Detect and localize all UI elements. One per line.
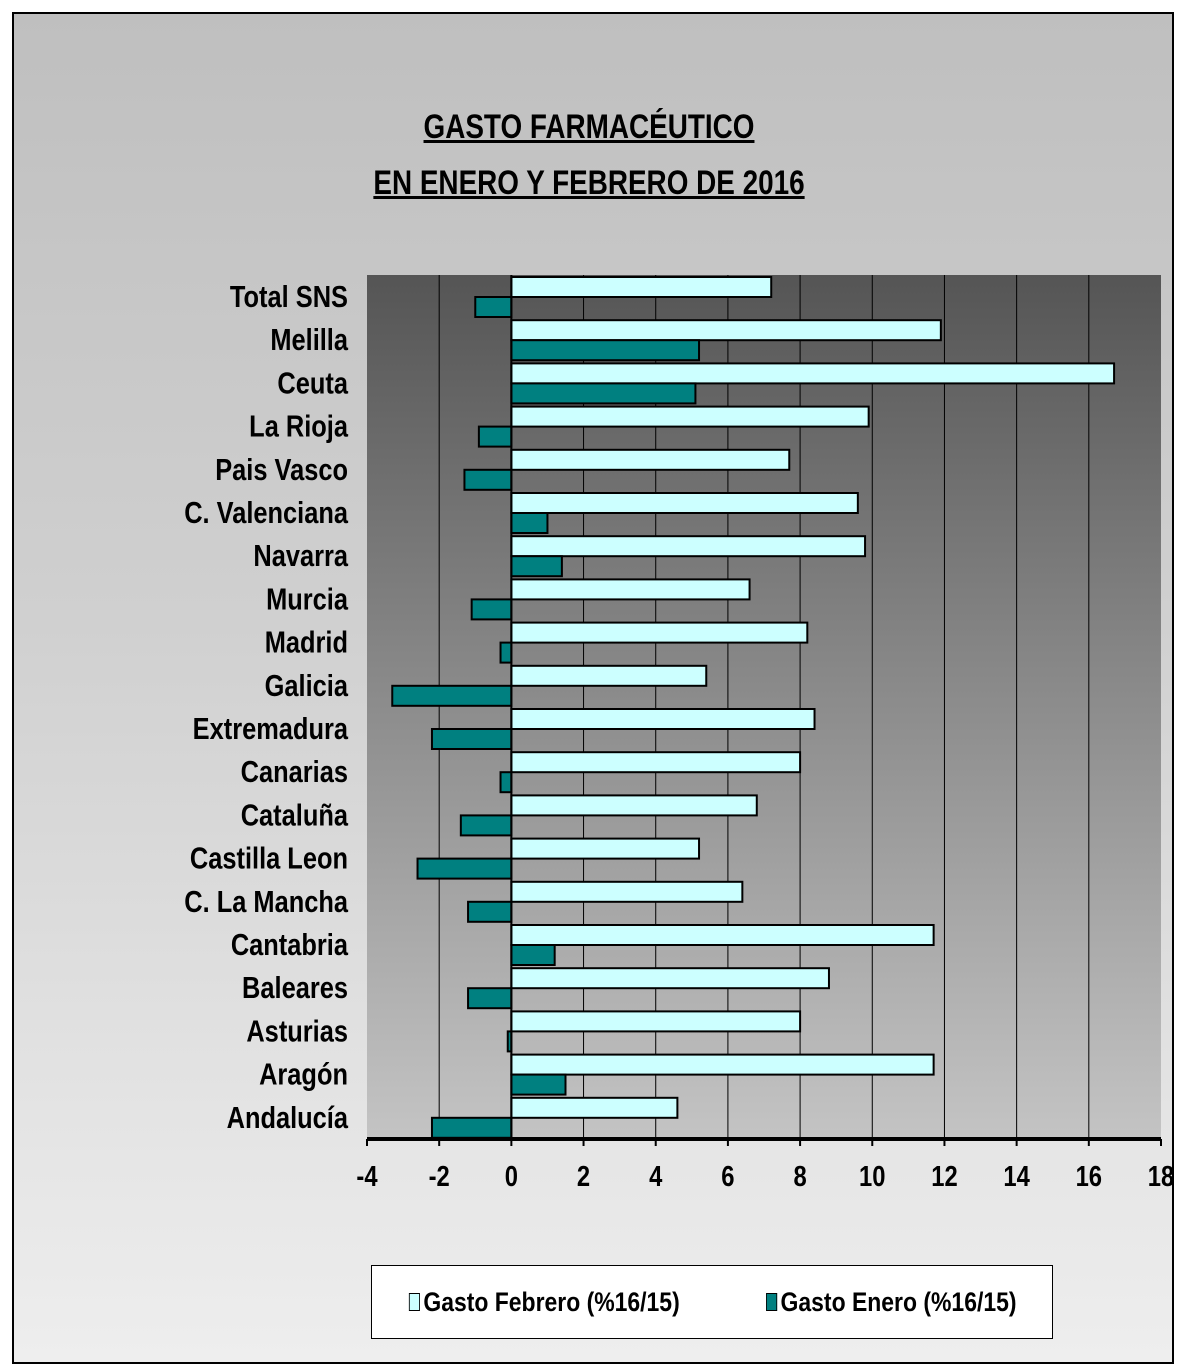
x-tick-label: -2 bbox=[429, 1160, 450, 1193]
bar-febrero bbox=[510, 621, 809, 644]
bar-febrero bbox=[510, 708, 816, 730]
legend-item-enero: Gasto Enero (%16/15) bbox=[766, 1287, 1016, 1318]
bar-febrero bbox=[510, 492, 859, 514]
y-category-label: Andalucía bbox=[227, 1100, 349, 1135]
bar-enero bbox=[510, 1073, 567, 1096]
y-category-label: C. La Mancha bbox=[184, 884, 348, 919]
bar-enero bbox=[510, 382, 697, 405]
bar-febrero bbox=[510, 448, 791, 471]
bar-enero bbox=[430, 728, 513, 750]
y-category-label: Madrid bbox=[265, 625, 348, 660]
bar-febrero bbox=[510, 664, 708, 687]
y-category-label: Castilla Leon bbox=[190, 841, 348, 876]
bar-febrero bbox=[510, 276, 773, 298]
bar-enero bbox=[463, 468, 513, 491]
bar-enero bbox=[470, 598, 513, 621]
bar-febrero bbox=[510, 319, 942, 342]
bar-enero bbox=[477, 425, 513, 448]
bar-enero bbox=[430, 1116, 513, 1139]
y-category-label: Navarra bbox=[253, 539, 348, 574]
x-tick-label: 0 bbox=[505, 1160, 518, 1193]
y-category-label: Cantabria bbox=[231, 928, 348, 963]
y-category-label: Murcia bbox=[266, 582, 348, 617]
x-tick-label: 12 bbox=[931, 1160, 957, 1193]
bar-febrero bbox=[510, 535, 867, 558]
legend-label-enero: Gasto Enero (%16/15) bbox=[780, 1286, 1017, 1317]
bar-febrero bbox=[510, 1096, 679, 1119]
bar-enero bbox=[510, 944, 556, 966]
bar-enero bbox=[391, 684, 513, 707]
legend: Gasto Febrero (%16/15) Gasto Enero (%16/… bbox=[371, 1265, 1053, 1339]
bar-febrero bbox=[510, 1010, 802, 1033]
y-category-label: C. Valenciana bbox=[184, 496, 348, 531]
plot-area bbox=[367, 275, 1161, 1139]
legend-swatch-enero bbox=[766, 1293, 778, 1311]
x-tick-label: 4 bbox=[649, 1160, 662, 1193]
x-tick-label: 16 bbox=[1076, 1160, 1102, 1193]
y-category-label: Ceuta bbox=[277, 366, 348, 401]
x-tick-label: 10 bbox=[859, 1160, 885, 1193]
chart-title-line1: GASTO FARMACÉUTICO bbox=[423, 108, 755, 146]
y-category-label: Total SNS bbox=[230, 280, 348, 315]
bar-febrero bbox=[510, 924, 935, 946]
bar-enero bbox=[510, 339, 701, 362]
bar-enero bbox=[467, 987, 513, 1010]
legend-item-febrero: Gasto Febrero (%16/15) bbox=[409, 1287, 680, 1318]
bar-febrero bbox=[510, 837, 701, 860]
bar-enero bbox=[416, 857, 513, 880]
bar-febrero bbox=[510, 967, 830, 990]
x-tick-label: 8 bbox=[793, 1160, 806, 1193]
bar-febrero bbox=[510, 362, 1116, 385]
bar-febrero bbox=[510, 794, 758, 817]
bar-enero bbox=[499, 641, 513, 664]
y-category-label: Cataluña bbox=[241, 798, 348, 833]
bar-febrero bbox=[510, 578, 751, 601]
y-category-label: Melilla bbox=[270, 323, 348, 358]
x-tick-label: -4 bbox=[356, 1160, 377, 1193]
y-category-label: Canarias bbox=[241, 755, 348, 790]
y-category-label: Galicia bbox=[265, 668, 349, 703]
bar-enero bbox=[459, 814, 513, 837]
bar-enero bbox=[474, 296, 513, 318]
x-tick-label: 18 bbox=[1148, 1160, 1174, 1193]
bar-febrero bbox=[510, 880, 744, 903]
y-category-label: Aragón bbox=[259, 1057, 348, 1092]
bar-enero bbox=[510, 512, 549, 534]
bar-febrero bbox=[510, 405, 870, 428]
bar-enero bbox=[510, 555, 563, 578]
y-category-label: Asturias bbox=[246, 1014, 348, 1049]
y-category-label: Baleares bbox=[242, 971, 348, 1006]
y-category-label: La Rioja bbox=[249, 409, 348, 444]
legend-swatch-febrero bbox=[409, 1293, 421, 1311]
y-category-label: Pais Vasco bbox=[215, 452, 348, 487]
x-tick-label: 6 bbox=[721, 1160, 734, 1193]
legend-label-febrero: Gasto Febrero (%16/15) bbox=[423, 1286, 681, 1317]
bar-febrero bbox=[510, 1053, 935, 1076]
bar-febrero bbox=[510, 751, 802, 774]
bar-enero bbox=[467, 900, 513, 923]
y-category-label: Extremadura bbox=[193, 712, 349, 747]
x-tick-label: 2 bbox=[577, 1160, 590, 1193]
chart-title-line2: EN ENERO Y FEBRERO DE 2016 bbox=[373, 164, 805, 202]
x-tick-label: 14 bbox=[1003, 1160, 1030, 1193]
bar-enero bbox=[499, 771, 513, 794]
